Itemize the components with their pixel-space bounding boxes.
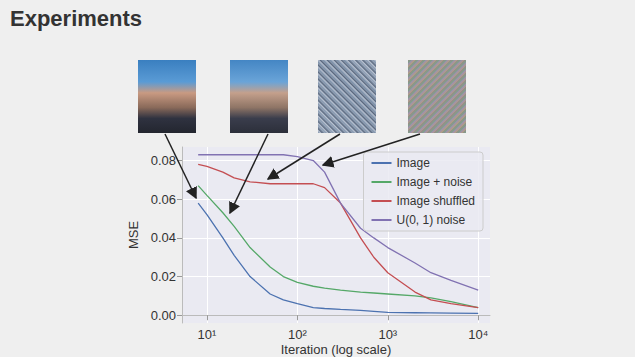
svg-text:Image + noise: Image + noise [397, 175, 473, 189]
svg-text:10¹: 10¹ [198, 327, 217, 342]
svg-text:0.08: 0.08 [151, 153, 176, 168]
svg-text:Image: Image [397, 156, 431, 170]
svg-text:MSE: MSE [126, 221, 141, 250]
svg-text:0.02: 0.02 [151, 269, 176, 284]
svg-text:0.00: 0.00 [151, 308, 176, 323]
svg-text:10⁴: 10⁴ [468, 327, 488, 342]
svg-text:10²: 10² [288, 327, 307, 342]
svg-text:0.06: 0.06 [151, 192, 176, 207]
svg-text:Image shuffled: Image shuffled [397, 194, 476, 208]
html-text:Experiments: Experiments [10, 6, 143, 31]
svg-text:10³: 10³ [378, 327, 397, 342]
svg-text:0.04: 0.04 [151, 230, 176, 245]
svg-text:U(0, 1) noise: U(0, 1) noise [397, 213, 466, 227]
svg-text:Iteration (log scale): Iteration (log scale) [281, 342, 392, 357]
